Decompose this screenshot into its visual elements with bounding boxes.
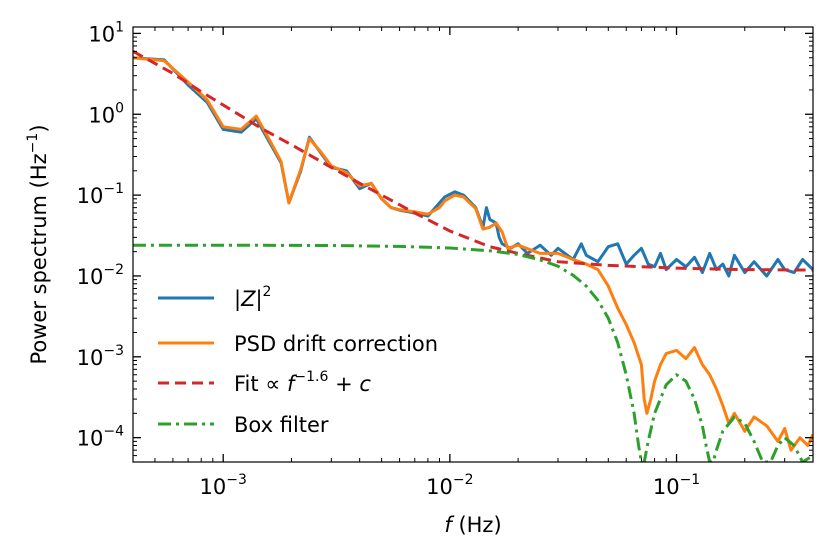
legend-label-part: |	[234, 287, 241, 312]
y-tick-exponent: −1	[103, 181, 124, 197]
series-layer	[133, 49, 813, 462]
y-tick-exponent: −2	[103, 262, 124, 278]
y-axis-label: Power spectrum (Hz−1)	[25, 124, 51, 364]
legend-label-exponent: 2	[263, 284, 272, 300]
x-tick-label-2: 10−1	[653, 472, 700, 499]
y-tick-exponent: 1	[115, 19, 124, 35]
legend-label-part: |	[255, 287, 262, 312]
y-tick-label-4: 100	[88, 100, 124, 127]
y-tick-exponent: −3	[103, 343, 124, 359]
legend-label-part: c	[359, 372, 371, 396]
legend-label-3: Box filter	[234, 413, 329, 437]
y-tick-base: 10	[77, 427, 104, 451]
y-tick-exponent: 0	[115, 100, 124, 116]
legend-label-part: f	[287, 372, 298, 396]
x-axis-label: f (Hz)	[444, 513, 501, 537]
plot-frame	[132, 26, 814, 463]
legend-label-part: Box filter	[234, 413, 329, 437]
y-axis-label-exponent: −1	[25, 133, 41, 154]
y-axis-label-close: )	[27, 124, 51, 132]
legend-label-part: Fit ∝	[234, 372, 287, 396]
y-tick-base: 10	[77, 346, 104, 370]
y-tick-label-5: 101	[88, 19, 124, 46]
legend-label-1: PSD drift correction	[234, 332, 438, 356]
legend-label-exponent: −1.6	[294, 369, 328, 385]
y-tick-label-3: 10−1	[77, 181, 124, 208]
series-line-3	[133, 243, 813, 462]
y-tick-base: 10	[77, 184, 104, 208]
x-tick-base: 10	[200, 475, 227, 499]
y-tick-label-1: 10−3	[77, 343, 124, 370]
x-tick-exponent: −2	[453, 472, 474, 488]
series-line-2	[133, 49, 813, 272]
ticks-layer	[132, 27, 814, 463]
legend-label-0: |Z|2	[234, 284, 271, 312]
y-axis-label-text: Power spectrum (Hz	[27, 153, 51, 364]
y-tick-base: 10	[88, 22, 115, 46]
legend-label-part: PSD drift correction	[234, 332, 438, 356]
legend-label-2: Fit ∝ f−1.6 + c	[234, 369, 371, 396]
legend-label-part: +	[328, 372, 359, 396]
x-tick-base: 10	[653, 475, 680, 499]
x-axis-label-unit: (Hz)	[452, 513, 502, 537]
y-tick-base: 10	[77, 265, 104, 289]
x-tick-exponent: −1	[680, 472, 701, 488]
x-axis-label-symbol: f	[444, 513, 455, 537]
x-tick-label-1: 10−2	[426, 472, 473, 499]
x-tick-label-0: 10−3	[200, 472, 247, 499]
series-line-1	[133, 56, 813, 452]
y-tick-label-0: 10−4	[77, 424, 124, 451]
y-tick-label-2: 10−2	[77, 262, 124, 289]
y-tick-base: 10	[88, 103, 115, 127]
x-tick-base: 10	[426, 475, 453, 499]
series-line-0	[133, 56, 813, 278]
y-tick-exponent: −4	[103, 424, 124, 440]
x-tick-exponent: −3	[226, 472, 247, 488]
legend-label-part: Z	[240, 287, 256, 311]
